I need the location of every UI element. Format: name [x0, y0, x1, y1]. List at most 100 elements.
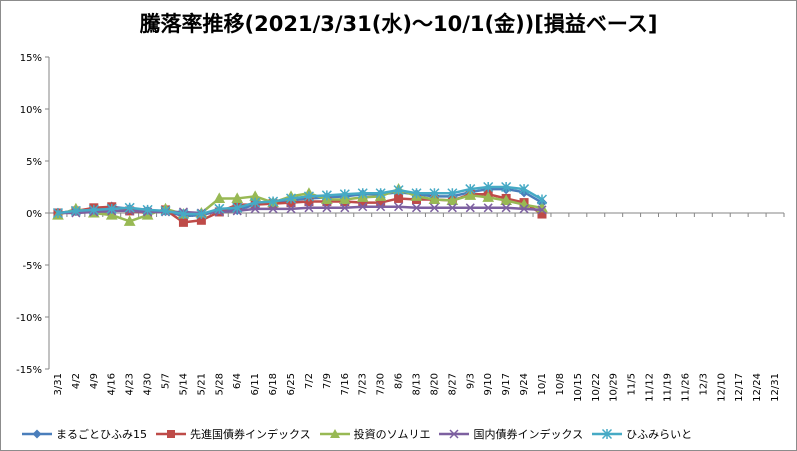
series-4-point — [196, 209, 207, 220]
series-3-point — [411, 203, 422, 213]
series-4-point — [357, 188, 368, 199]
legend-swatch-marker — [329, 429, 340, 438]
x-tick-label: 4/9 — [89, 373, 100, 389]
series-4-point — [52, 207, 63, 219]
legend-item: 投資のソムリエ — [319, 426, 431, 442]
series-3-point — [286, 204, 296, 214]
x-tick-label: 4/30 — [143, 373, 154, 395]
legend-swatch-marker — [449, 429, 459, 439]
legend-label: まるごとひふみ15 — [56, 428, 147, 441]
series-3-point — [483, 203, 493, 213]
x-tick-label: 10/29 — [609, 373, 620, 402]
x-tick-label: 12/31 — [770, 373, 781, 402]
series-1-point — [178, 217, 188, 227]
series-3-point — [358, 202, 368, 212]
chart-legend: まるごとひふみ15 先進国債券インデックス 投資のソムリエ 国内債券インデックス ひふみ… — [21, 425, 781, 443]
y-tick-label: -5% — [23, 261, 42, 272]
x-tick-label: 6/18 — [268, 373, 279, 395]
legend-swatch-marker — [602, 428, 613, 440]
x-tick-label: 12/24 — [752, 373, 763, 402]
legend-item: まるごとひふみ15 — [21, 426, 147, 442]
x-tick-label: 9/10 — [483, 373, 494, 395]
series-3-point — [537, 205, 547, 215]
x-tick-label: 5/7 — [161, 373, 172, 389]
x-tick-label: 11/19 — [662, 373, 673, 402]
series-4-point — [411, 188, 422, 199]
series-4-point — [268, 196, 279, 207]
x-tick-label: 3/31 — [53, 373, 64, 395]
x-tick-label: 6/4 — [232, 373, 243, 389]
x-tick-label: 7/9 — [322, 373, 333, 389]
series-4-point — [214, 203, 225, 214]
x-tick-label: 12/17 — [734, 373, 745, 402]
x-tick-label: 9/3 — [465, 373, 476, 389]
series-4-point — [393, 185, 404, 196]
series-4-point — [447, 188, 458, 199]
series-4-point — [501, 181, 512, 193]
series-line-4 — [57, 185, 543, 216]
x-tick-label: 4/23 — [125, 373, 136, 395]
x-tick-label: 9/17 — [501, 373, 512, 395]
x-tick-label: 6/25 — [286, 373, 297, 395]
series-4-point — [339, 189, 350, 200]
series-4-point — [70, 205, 81, 216]
y-tick-label: -15% — [16, 365, 42, 376]
series-2-point — [428, 193, 441, 204]
legend-label: 投資のソムリエ — [353, 428, 431, 441]
legend-swatch — [592, 428, 623, 440]
series-2-point — [500, 194, 512, 206]
series-3-point — [519, 204, 529, 214]
x-tick-label: 8/20 — [429, 373, 440, 395]
series-4-point — [250, 197, 261, 208]
x-tick-label: 8/27 — [447, 373, 458, 395]
x-tick-label: 10/1 — [537, 373, 548, 395]
series-4-point — [536, 194, 548, 205]
x-tick-label: 11/26 — [680, 373, 691, 402]
series-3-point — [340, 203, 350, 213]
chart-title: 騰落率推移(2021/3/31(水)〜10/1(金))[損益ベース] — [139, 12, 658, 36]
x-tick-label: 8/13 — [412, 373, 423, 395]
x-tick-label: 11/5 — [627, 373, 638, 395]
series-4-point — [178, 209, 189, 220]
series-4-point — [321, 190, 332, 201]
series-2-point — [231, 192, 244, 203]
series-4-point — [465, 184, 476, 195]
x-tick-label: 4/2 — [71, 373, 82, 389]
legend-swatch — [319, 429, 350, 438]
x-tick-label: 7/30 — [376, 373, 387, 395]
x-tick-label: 7/16 — [340, 373, 351, 395]
x-tick-label: 8/6 — [394, 373, 405, 389]
legend-label: 国内債券インデックス — [473, 428, 584, 441]
legend-swatch — [22, 429, 52, 439]
series-3-point — [268, 204, 278, 214]
series-3-point — [394, 202, 404, 212]
x-tick-label: 6/11 — [250, 373, 261, 395]
series-2-point — [213, 192, 226, 203]
series-4-point — [142, 204, 153, 215]
series-4-point — [106, 203, 117, 214]
series-line-3 — [57, 205, 543, 215]
y-tick-label: 5% — [26, 157, 42, 168]
series-4-point — [124, 202, 135, 213]
series-4-point — [375, 188, 386, 199]
series-2-point — [123, 215, 136, 226]
x-tick-label: 10/22 — [591, 373, 602, 402]
x-tick-label: 7/2 — [304, 373, 315, 389]
series-4-point — [519, 184, 530, 195]
legend-item: 先進国債券インデックス — [155, 426, 311, 442]
series-3-point — [447, 203, 457, 213]
series-4-point — [232, 202, 243, 213]
legend-swatch-marker — [32, 429, 42, 439]
x-tick-label: 10/15 — [573, 373, 584, 402]
y-tick-label: 15% — [20, 53, 42, 64]
series-2-point — [482, 191, 495, 202]
series-2-point — [105, 209, 118, 220]
y-tick-label: 10% — [20, 105, 42, 116]
legend-swatch — [156, 430, 186, 438]
series-4-point — [160, 205, 171, 216]
series-1-point — [394, 193, 404, 203]
series-3-point — [322, 203, 332, 213]
legend-label: 先進国債券インデックス — [190, 428, 311, 441]
